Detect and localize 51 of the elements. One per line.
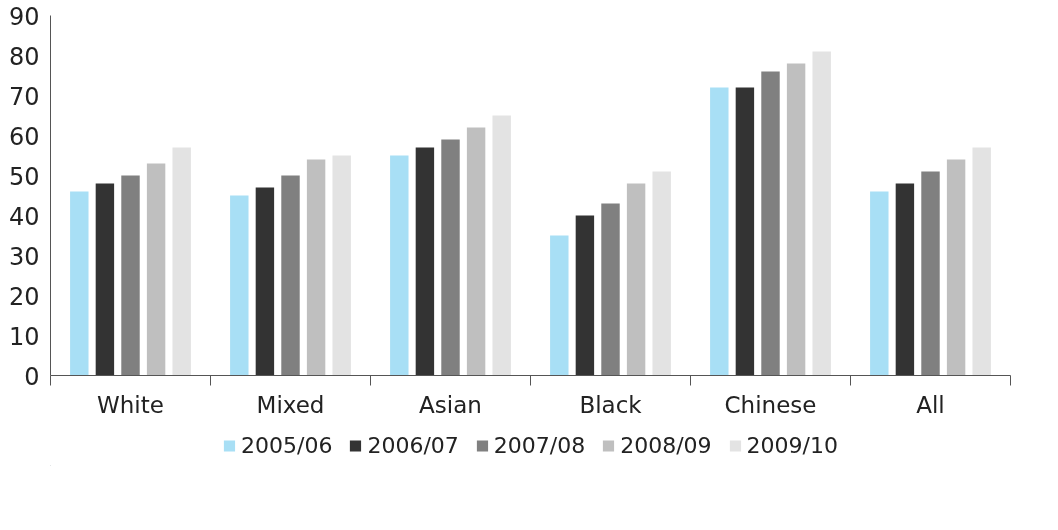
- bar: [735, 87, 755, 376]
- bar: [870, 191, 889, 376]
- y-tick-label: 80: [8, 42, 40, 71]
- bar: [70, 191, 89, 376]
- legend-label: 2006/07: [367, 432, 459, 458]
- bar: [255, 187, 275, 376]
- legend-label: 2005/06: [240, 432, 333, 458]
- x-tick-label: Mixed: [256, 391, 325, 418]
- bar: [921, 171, 940, 376]
- bar: [306, 159, 326, 376]
- bar: [332, 155, 351, 376]
- x-tick-label: Chinese: [724, 391, 817, 418]
- legend-label: 2008/09: [620, 432, 712, 458]
- bar: [761, 71, 780, 376]
- bar: [652, 171, 671, 376]
- bar: [972, 147, 991, 376]
- bar: [466, 127, 486, 376]
- y-tick-label: 30: [8, 242, 40, 271]
- bar: [95, 183, 115, 376]
- y-tick-label: 50: [8, 162, 40, 191]
- y-tick-label: 10: [8, 322, 40, 351]
- bar: [710, 87, 729, 376]
- bar: [786, 63, 806, 376]
- x-tick-label: Black: [579, 391, 643, 418]
- x-tick-label: Asian: [419, 391, 482, 418]
- bar: [492, 115, 511, 376]
- bar: [946, 159, 966, 376]
- x-tick-label: White: [97, 391, 164, 418]
- bar: [281, 175, 300, 376]
- y-tick-label: 20: [8, 282, 40, 311]
- y-tick-label: 40: [8, 202, 40, 231]
- legend-label: 2009/10: [746, 432, 839, 458]
- y-tick-label: 70: [8, 82, 40, 111]
- bar: [390, 155, 409, 376]
- bar: [230, 195, 249, 376]
- y-tick-label: 0: [24, 362, 40, 391]
- bar: [601, 203, 620, 376]
- bar: [812, 51, 831, 376]
- bar: [121, 175, 140, 376]
- bar: [441, 139, 460, 376]
- y-tick-label: 90: [8, 2, 40, 31]
- bar: [415, 147, 435, 376]
- y-tick-label: 60: [8, 122, 40, 151]
- bar: [626, 183, 646, 376]
- bar: [146, 163, 166, 376]
- bar: [172, 147, 191, 376]
- bar: [895, 183, 915, 376]
- legend-label: 2007/08: [493, 432, 586, 458]
- x-tick-label: All: [916, 391, 945, 418]
- bar: [550, 235, 569, 376]
- bar: [575, 215, 595, 376]
